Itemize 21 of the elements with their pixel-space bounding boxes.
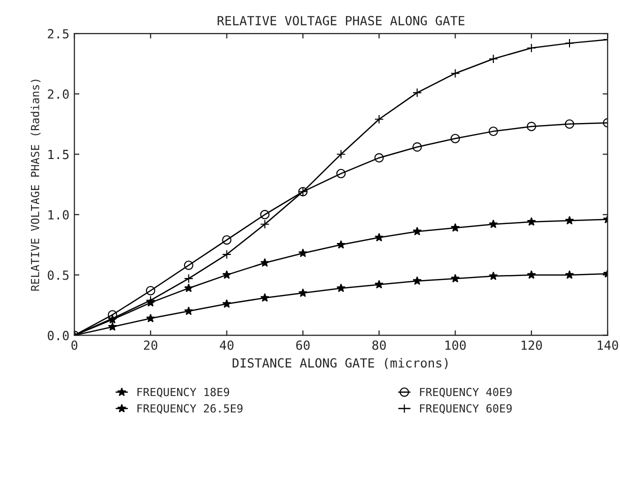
x-tick-label: 140 [598, 340, 618, 350]
x-axis-title: DISTANCE ALONG GATE (microns) [232, 358, 448, 370]
y-tick-label: 2.0 [48, 89, 69, 99]
legend-label: FREQUENCY 26.5E9 [137, 404, 242, 414]
x-tick-label: 100 [445, 340, 466, 350]
x-tick-label: 60 [296, 340, 310, 350]
x-tick-label: 120 [522, 340, 542, 350]
legend-label: FREQUENCY 18E9 [137, 388, 230, 398]
legend-label: FREQUENCY 60E9 [420, 404, 512, 414]
y-tick-label: 2.5 [48, 29, 69, 38]
x-tick-label: 0 [71, 340, 78, 350]
legend-label: FREQUENCY 40E9 [420, 388, 512, 398]
chart-title: RELATIVE VOLTAGE PHASE ALONG GATE [218, 16, 464, 26]
y-tick-label: 0.5 [48, 270, 69, 280]
x-tick-label: 20 [144, 340, 158, 350]
y-tick-label: 0.0 [48, 330, 69, 340]
y-tick-label: 1.5 [48, 150, 69, 160]
y-axis-title: RELATIVE VOLTAGE PHASE (Radians) [30, 80, 41, 291]
x-tick-label: 80 [372, 340, 386, 350]
y-tick-label: 1.0 [48, 210, 69, 220]
x-tick-label: 40 [220, 340, 234, 350]
